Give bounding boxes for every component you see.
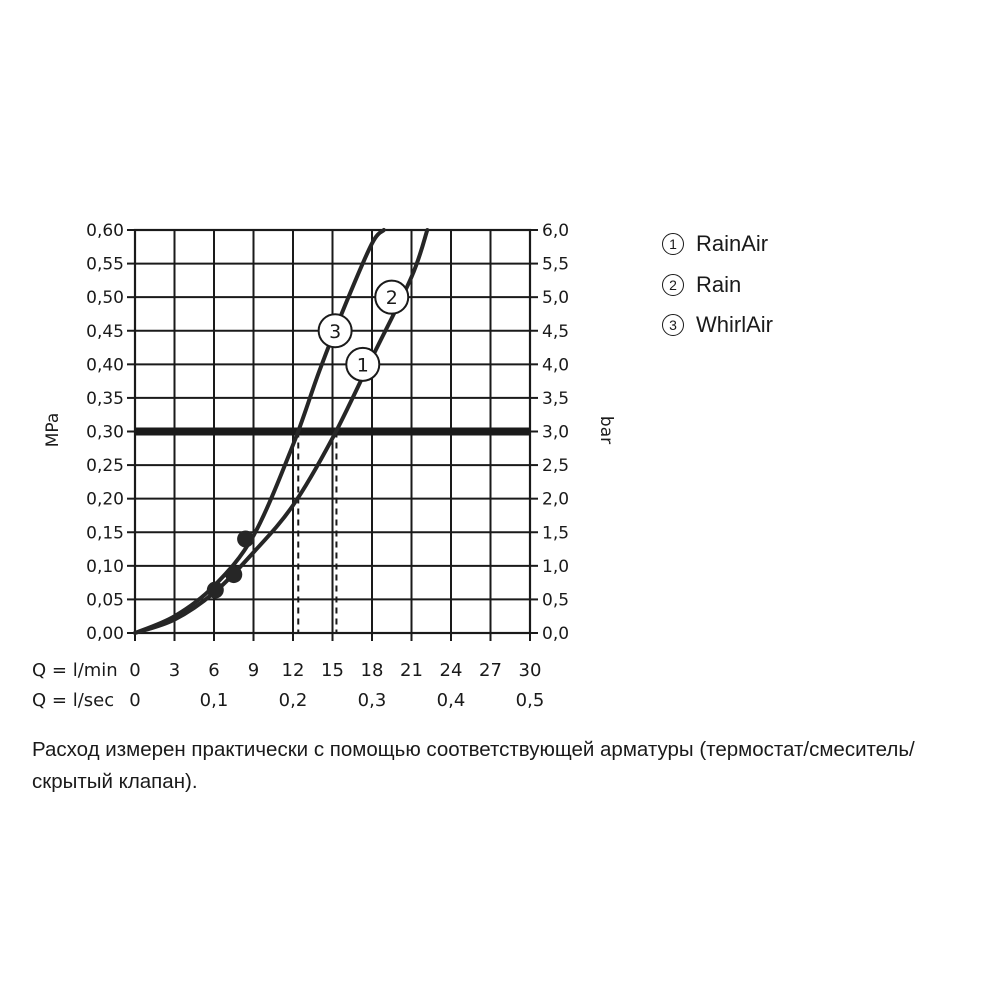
- x-lmin-tick-label: 30: [519, 660, 542, 681]
- x-lmin-tick-label: 3: [169, 660, 180, 681]
- x-lmin-tick-label: 24: [440, 660, 463, 681]
- x-lmin-tick-label: 12: [282, 660, 305, 681]
- x-lmin-tick-label: 21: [400, 660, 423, 681]
- x-lsec-tick-label: 0,4: [437, 690, 466, 711]
- y-left-tick-label: 0,25: [86, 456, 124, 476]
- x-lmin-axis-label: Q = l/min: [32, 660, 118, 681]
- x-lsec-tick-label: 0,1: [200, 690, 229, 711]
- x-lsec-tick-label: 0,2: [279, 690, 308, 711]
- x-lmin-tick-label: 9: [248, 660, 259, 681]
- y-left-tick-label: 0,45: [86, 322, 124, 342]
- y-right-tick-label: 4,5: [542, 322, 569, 342]
- x-lmin-tick-label: 6: [208, 660, 219, 681]
- y-right-tick-label: 0,0: [542, 624, 569, 644]
- y-right-tick-label: 3,0: [542, 423, 569, 443]
- x-lmin-tick-label: 18: [361, 660, 384, 681]
- y-left-axis-label: MPa: [43, 413, 63, 448]
- y-left-tick-label: 0,30: [86, 423, 124, 443]
- series-badge-1: [345, 346, 381, 382]
- y-left-tick-label: 0,60: [86, 221, 124, 241]
- y-right-tick-label: 5,5: [542, 255, 569, 275]
- chart-series: 1 2 3: [133, 228, 530, 635]
- y-right-tick-label: 1,5: [542, 523, 569, 543]
- series-badge-label-2: 2: [386, 287, 398, 309]
- y-left-tick-label: 0,10: [86, 557, 124, 577]
- legend-label-rainair: RainAir: [696, 231, 769, 256]
- series-badge-label-3: 3: [329, 321, 341, 343]
- y-right-tick-label: 5,0: [542, 288, 569, 308]
- y-right-tick-label: 2,5: [542, 456, 569, 476]
- series-dot-2: [206, 581, 224, 599]
- y-right-tick-label: 3,5: [542, 389, 569, 409]
- legend-label-rain: Rain: [696, 271, 742, 297]
- measurement-caption: Расход измерен практически с помощью соо…: [32, 738, 915, 793]
- legend-marker-3: 3: [662, 314, 684, 337]
- y-left-tick-label: 0,40: [86, 355, 124, 375]
- y-left-tick-label: 0,00: [86, 624, 124, 644]
- y-left-tick-label: 0,20: [86, 490, 124, 510]
- legend-item-whirlair: 3 WhirlAir: [662, 305, 773, 346]
- series-line-3: [133, 228, 386, 635]
- axis-ticks: 0,00 0,00,05 0,50,10 1,00,15 1,50,20 2,00,25 2…: [86, 221, 569, 711]
- x-lmin-tick-label: 15: [321, 660, 344, 681]
- x-lsec-axis-label: Q = l/sec: [32, 690, 114, 711]
- x-lsec-tick-label: 0,5: [516, 690, 545, 711]
- legend-item-rainair: 1 RainAir: [662, 224, 773, 265]
- legend-marker-1: 1: [662, 233, 684, 256]
- y-right-tick-label: 4,0: [542, 355, 569, 375]
- series-dot-3: [237, 530, 255, 548]
- y-left-tick-label: 0,50: [86, 288, 124, 308]
- series-dot-1: [225, 566, 243, 584]
- legend-marker-2: 2: [662, 273, 684, 296]
- series-badge-label-1: 1: [357, 354, 369, 376]
- y-right-tick-label: 6,0: [542, 221, 569, 241]
- y-left-tick-label: 0,55: [86, 255, 124, 275]
- series-badge-2: [374, 279, 410, 315]
- legend-item-rain: 2 Rain: [662, 265, 773, 306]
- y-right-tick-label: 0,5: [542, 590, 569, 610]
- x-lsec-tick-label: 0,3: [358, 690, 387, 711]
- chart-legend: 1 RainAir 2 Rain 3 WhirlAir: [662, 224, 773, 346]
- x-lmin-tick-label: 27: [479, 660, 502, 681]
- y-left-tick-label: 0,05: [86, 590, 124, 610]
- x-lmin-tick-label: 0: [129, 660, 140, 681]
- y-right-tick-label: 2,0: [542, 490, 569, 510]
- x-lsec-tick-label: 0: [129, 690, 140, 711]
- y-left-tick-label: 0,35: [86, 389, 124, 409]
- legend-label-whirlair: WhirlAir: [696, 312, 773, 337]
- y-right-tick-label: 1,0: [542, 557, 569, 577]
- series-badge-3: [317, 313, 353, 349]
- y-left-tick-label: 0,15: [86, 523, 124, 543]
- y-right-axis-label: bar: [596, 416, 616, 444]
